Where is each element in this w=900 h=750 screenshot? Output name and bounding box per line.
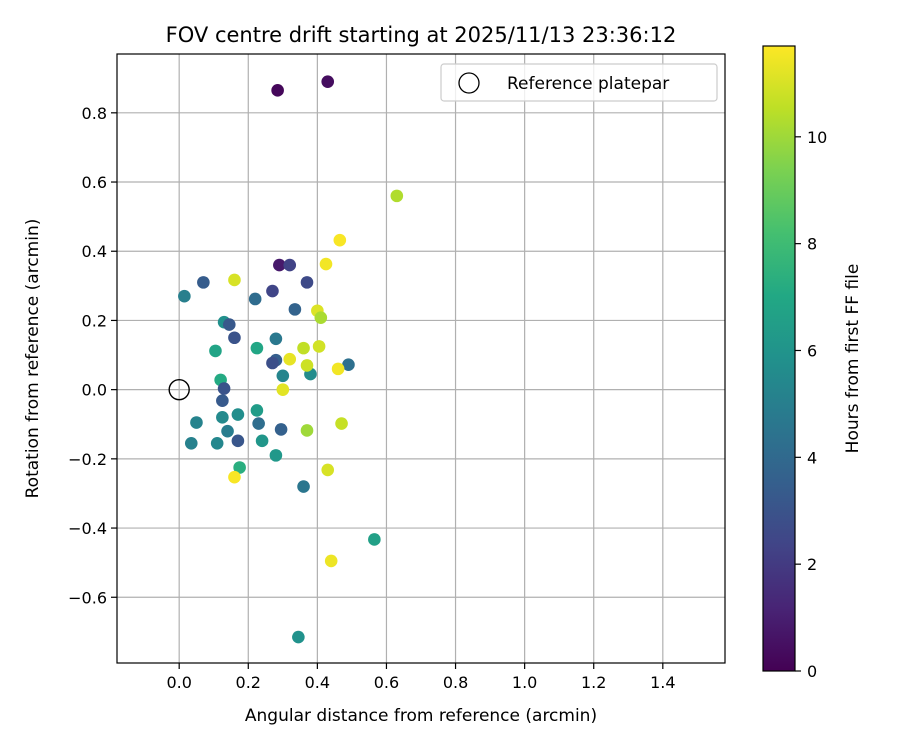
colorbar-gradient	[763, 46, 795, 671]
scatter-point	[222, 318, 236, 331]
y-tick-label: 0.4	[82, 242, 107, 261]
scatter-point	[276, 369, 290, 383]
scatter-point	[300, 424, 314, 437]
y-tick-label: −0.2	[68, 450, 107, 469]
colorbar-tick-label: 2	[807, 555, 817, 574]
scatter-point	[197, 276, 210, 289]
colorbar: 0 2 4 6 8 10 Hours from first FF file	[762, 45, 863, 681]
y-axis-ticks: −0.6 −0.4 −0.2 0.0 0.2 0.4 0.6 0.8	[68, 104, 117, 607]
x-tick-label: 1.0	[512, 673, 537, 692]
scatter-point	[271, 84, 284, 97]
y-tick-label: 0.6	[82, 173, 107, 192]
y-tick-label: 0.8	[82, 104, 107, 123]
colorbar-frame	[762, 45, 796, 672]
legend-box	[440, 63, 718, 102]
x-tick-label: 0.4	[305, 673, 330, 692]
colorbar-label: Hours from first FF file	[843, 264, 863, 454]
scatter-point	[300, 359, 314, 372]
colorbar-tick-label: 8	[807, 235, 817, 254]
scatter-points	[178, 75, 404, 644]
scatter-point	[228, 273, 241, 287]
scatter-point	[335, 417, 348, 430]
colorbar-ticks: 0 2 4 6 8 10	[795, 128, 827, 681]
scatter-point	[390, 189, 404, 203]
scatter-point	[342, 358, 355, 372]
scatter-point	[274, 423, 288, 436]
x-axis-ticks: 0.0 0.2 0.4 0.6 0.8 1.0 1.2 1.4	[166, 663, 676, 692]
scatter-point	[233, 461, 246, 474]
scatter-point	[210, 436, 224, 450]
scatter-point	[209, 344, 222, 358]
scatter-point	[252, 417, 265, 430]
y-tick-label: −0.4	[68, 519, 107, 538]
scatter-point	[283, 352, 297, 366]
scatter-point	[300, 276, 314, 289]
legend-marker-circle	[458, 72, 480, 94]
y-axis-label: Rotation from reference (arcmin)	[23, 219, 43, 499]
x-tick-label: 0.8	[443, 673, 468, 692]
scatter-point	[276, 383, 290, 396]
scatter-point	[292, 630, 305, 644]
grid	[117, 54, 725, 663]
scatter-point	[228, 331, 241, 345]
scatter-point	[269, 332, 283, 346]
scatter-point	[312, 340, 326, 353]
scatter-point	[255, 434, 269, 448]
chart-title: FOV centre drift starting at 2025/11/13 …	[166, 23, 677, 47]
colorbar-tick-label: 0	[807, 662, 817, 681]
scatter-point	[190, 416, 203, 429]
x-tick-label: 1.2	[581, 673, 606, 692]
scatter-point	[231, 408, 245, 421]
scatter-point	[216, 411, 229, 424]
scatter-point	[266, 356, 279, 370]
scatter-point	[368, 533, 381, 546]
y-tick-label: 0.2	[82, 311, 107, 330]
scatter-point	[248, 292, 262, 306]
colorbar-tick-label: 4	[807, 448, 817, 467]
scatter-point	[231, 434, 245, 448]
scatter-point	[297, 341, 310, 355]
scatter-point	[297, 480, 310, 493]
y-tick-label: −0.6	[68, 588, 107, 607]
reference-marker-layer	[168, 378, 190, 401]
scatter-point	[216, 394, 229, 408]
scatter-point	[178, 289, 191, 303]
scatter-point	[269, 449, 283, 462]
scatter-point	[250, 341, 264, 355]
scatter-point	[321, 75, 335, 88]
scatter-point	[314, 311, 328, 324]
scatter-point	[324, 554, 338, 568]
scatter-point	[333, 233, 347, 247]
scatter-point	[288, 303, 302, 316]
reference-marker	[168, 378, 190, 401]
scatter-point	[228, 470, 241, 484]
x-tick-label: 1.4	[650, 673, 675, 692]
scatter-point	[319, 257, 333, 271]
scatter-point	[331, 362, 345, 376]
scatter-point	[184, 436, 198, 450]
colorbar-tick-label: 10	[807, 128, 827, 147]
scatter-point	[217, 382, 231, 395]
x-tick-label: 0.6	[374, 673, 399, 692]
legend-label: Reference platepar	[507, 74, 669, 94]
scatter-point	[273, 258, 286, 272]
scatter-point	[266, 284, 279, 298]
scatter-point	[321, 463, 335, 477]
x-tick-label: 0.0	[166, 673, 191, 692]
legend: Reference platepar	[440, 63, 718, 102]
scatter-point	[283, 258, 297, 272]
x-tick-label: 0.2	[236, 673, 261, 692]
y-tick-label: 0.0	[82, 381, 107, 400]
x-axis-label: Angular distance from reference (arcmin)	[245, 706, 597, 726]
scatter-point	[250, 404, 264, 417]
plot-frame	[116, 53, 726, 664]
colorbar-tick-label: 6	[807, 341, 817, 360]
scatter-point	[221, 424, 234, 438]
